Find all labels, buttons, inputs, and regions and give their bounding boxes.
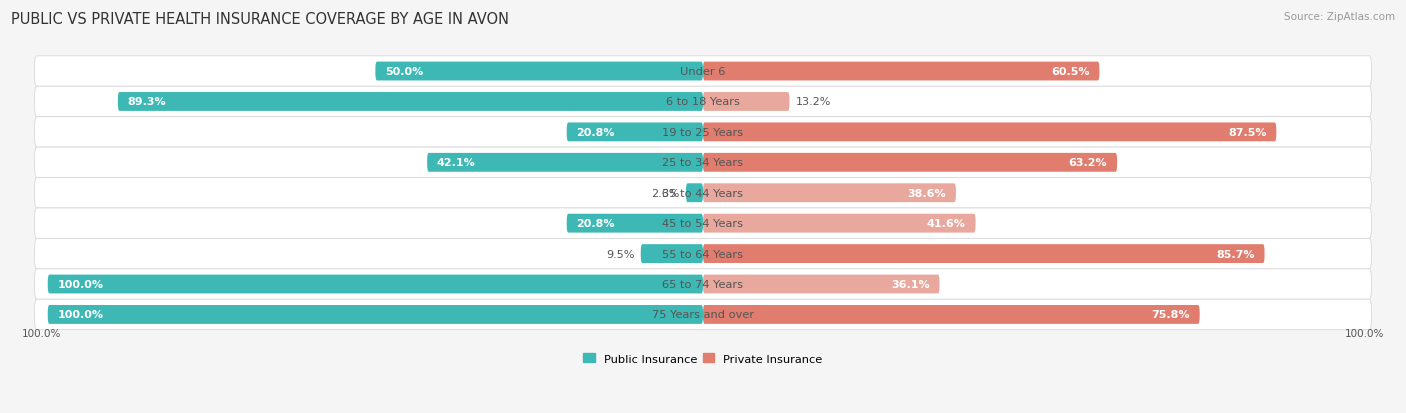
Text: 42.1%: 42.1% bbox=[437, 158, 475, 168]
FancyBboxPatch shape bbox=[703, 184, 956, 203]
Text: 87.5%: 87.5% bbox=[1227, 128, 1267, 138]
FancyBboxPatch shape bbox=[703, 123, 1277, 142]
Text: 35 to 44 Years: 35 to 44 Years bbox=[662, 188, 744, 198]
Text: 89.3%: 89.3% bbox=[128, 97, 166, 107]
FancyBboxPatch shape bbox=[567, 214, 703, 233]
Text: 75.8%: 75.8% bbox=[1152, 310, 1189, 320]
FancyBboxPatch shape bbox=[35, 57, 1371, 87]
Text: 60.5%: 60.5% bbox=[1052, 67, 1090, 77]
Text: 75 Years and over: 75 Years and over bbox=[652, 310, 754, 320]
Legend: Public Insurance, Private Insurance: Public Insurance, Private Insurance bbox=[579, 349, 827, 368]
Text: 50.0%: 50.0% bbox=[385, 67, 423, 77]
FancyBboxPatch shape bbox=[703, 244, 1264, 263]
Text: 63.2%: 63.2% bbox=[1069, 158, 1108, 168]
FancyBboxPatch shape bbox=[703, 305, 1199, 324]
Text: 20.8%: 20.8% bbox=[576, 218, 614, 229]
Text: 36.1%: 36.1% bbox=[891, 279, 929, 290]
FancyBboxPatch shape bbox=[703, 275, 939, 294]
Text: 55 to 64 Years: 55 to 64 Years bbox=[662, 249, 744, 259]
FancyBboxPatch shape bbox=[35, 148, 1371, 178]
Text: 100.0%: 100.0% bbox=[21, 328, 60, 339]
Text: Under 6: Under 6 bbox=[681, 67, 725, 77]
FancyBboxPatch shape bbox=[703, 93, 790, 112]
FancyBboxPatch shape bbox=[48, 305, 703, 324]
FancyBboxPatch shape bbox=[686, 184, 703, 203]
FancyBboxPatch shape bbox=[35, 117, 1371, 148]
FancyBboxPatch shape bbox=[35, 239, 1371, 269]
FancyBboxPatch shape bbox=[35, 87, 1371, 117]
Text: PUBLIC VS PRIVATE HEALTH INSURANCE COVERAGE BY AGE IN AVON: PUBLIC VS PRIVATE HEALTH INSURANCE COVER… bbox=[11, 12, 509, 27]
FancyBboxPatch shape bbox=[118, 93, 703, 112]
Text: 25 to 34 Years: 25 to 34 Years bbox=[662, 158, 744, 168]
FancyBboxPatch shape bbox=[703, 214, 976, 233]
FancyBboxPatch shape bbox=[35, 299, 1371, 330]
FancyBboxPatch shape bbox=[35, 269, 1371, 299]
Text: 6 to 18 Years: 6 to 18 Years bbox=[666, 97, 740, 107]
FancyBboxPatch shape bbox=[375, 62, 703, 81]
FancyBboxPatch shape bbox=[35, 209, 1371, 239]
Text: 45 to 54 Years: 45 to 54 Years bbox=[662, 218, 744, 229]
Text: 100.0%: 100.0% bbox=[58, 279, 104, 290]
Text: Source: ZipAtlas.com: Source: ZipAtlas.com bbox=[1284, 12, 1395, 22]
Text: 9.5%: 9.5% bbox=[606, 249, 634, 259]
FancyBboxPatch shape bbox=[427, 154, 703, 172]
FancyBboxPatch shape bbox=[35, 178, 1371, 209]
Text: 38.6%: 38.6% bbox=[907, 188, 946, 198]
Text: 19 to 25 Years: 19 to 25 Years bbox=[662, 128, 744, 138]
Text: 41.6%: 41.6% bbox=[927, 218, 966, 229]
FancyBboxPatch shape bbox=[567, 123, 703, 142]
Text: 13.2%: 13.2% bbox=[796, 97, 831, 107]
Text: 85.7%: 85.7% bbox=[1216, 249, 1254, 259]
FancyBboxPatch shape bbox=[641, 244, 703, 263]
Text: 100.0%: 100.0% bbox=[58, 310, 104, 320]
Text: 20.8%: 20.8% bbox=[576, 128, 614, 138]
FancyBboxPatch shape bbox=[703, 154, 1118, 172]
FancyBboxPatch shape bbox=[48, 275, 703, 294]
Text: 100.0%: 100.0% bbox=[1346, 328, 1385, 339]
Text: 2.6%: 2.6% bbox=[651, 188, 679, 198]
Text: 65 to 74 Years: 65 to 74 Years bbox=[662, 279, 744, 290]
FancyBboxPatch shape bbox=[703, 62, 1099, 81]
